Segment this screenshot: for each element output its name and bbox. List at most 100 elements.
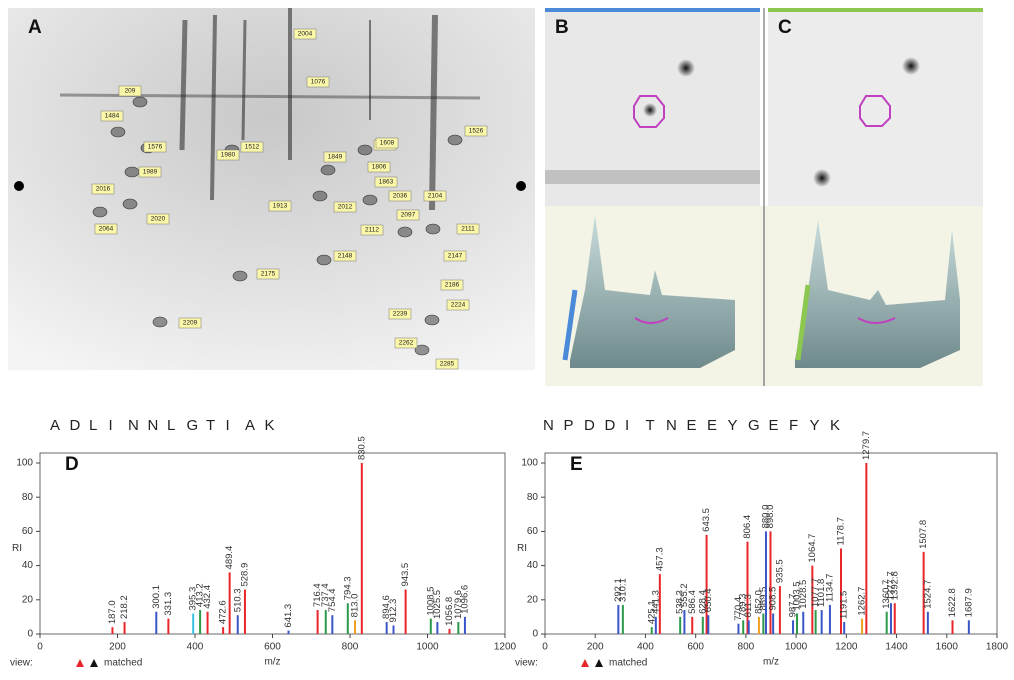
spot (677, 59, 695, 77)
panel-label: C (778, 17, 792, 38)
spot-label-box (91, 183, 115, 195)
peak-label: 1134.7 (824, 574, 835, 602)
spot-label-box (138, 166, 162, 178)
peak-label: 1101.8 (816, 579, 827, 607)
x-tick-label: 0 (542, 642, 548, 653)
spot-label: 1863 (379, 179, 394, 186)
footer-matched: matched (104, 658, 142, 669)
spot-outline (633, 95, 665, 128)
y-axis-label: RI (517, 543, 527, 554)
y-tick-label: 40 (22, 560, 34, 571)
gel-marker (516, 181, 526, 191)
gel-marker (14, 181, 24, 191)
peak-label: 1008.5 (425, 587, 436, 616)
x-tick-label: 1200 (835, 642, 858, 653)
peak-label: 898.0 (765, 505, 776, 529)
spot-label-box (146, 213, 170, 225)
peak-label: 1279.7 (861, 431, 872, 460)
gel-spot (124, 166, 140, 178)
spot-label-box (256, 268, 280, 280)
peak-label: 489.4 (224, 546, 235, 570)
spot-label: 2016 (96, 186, 111, 193)
peak-label: 1056.8 (444, 597, 455, 626)
peak-label: 555.2 (679, 583, 690, 607)
peak-label: 187.0 (107, 600, 118, 624)
spot-label: 2112 (365, 227, 379, 234)
spot-label-box (216, 149, 240, 161)
y-axis-label: RI (12, 543, 22, 554)
sequence-residue: I (226, 417, 230, 434)
y-tick-label: 80 (527, 492, 539, 503)
peak-label: 813.0 (350, 594, 361, 618)
spot-label-box (443, 250, 467, 262)
x-tick-label: 400 (187, 642, 204, 653)
peak-label: 716.4 (312, 583, 323, 607)
spot-label: 2111 (461, 226, 475, 233)
spot-label: 1913 (273, 203, 288, 210)
spot-label-box (178, 317, 202, 329)
spot-label: 1849 (328, 154, 343, 161)
spot (643, 103, 657, 117)
peak-label: 1622.8 (947, 588, 958, 617)
spot-label-box (374, 176, 398, 188)
spot-label-box (94, 223, 118, 235)
peak-label: 1025.5 (432, 590, 443, 619)
legend-triangle (581, 659, 589, 667)
peak-label: 218.2 (119, 595, 130, 619)
gel-spot (414, 344, 430, 356)
peak-label: 806.4 (742, 515, 753, 539)
peak-label: 1064.7 (807, 534, 818, 563)
peak-label: 628.4 (697, 590, 708, 614)
spot-label: 2097 (401, 212, 416, 219)
peak-label: 1687.9 (963, 588, 974, 617)
spot-label: 209 (125, 88, 136, 95)
x-tick-label: 1400 (885, 642, 908, 653)
peak-label: 912.3 (388, 599, 399, 623)
sequence-residue: D (584, 417, 595, 434)
x-axis-label: m/z (264, 657, 280, 668)
gel-spot (132, 96, 148, 108)
peak-label: 586.4 (687, 590, 698, 614)
gel-spot (447, 134, 463, 146)
footer-view: view: (10, 658, 33, 669)
spot-label: 2064 (99, 226, 114, 233)
peak-label: 472.6 (218, 600, 229, 624)
gel-image (8, 8, 535, 370)
spot-label: 2036 (393, 193, 408, 200)
x-tick-label: 800 (738, 642, 755, 653)
sequence-residue: F (789, 417, 798, 434)
spot-label: 1484 (105, 113, 120, 120)
spot (813, 169, 831, 187)
peak-label: 1360.7 (881, 580, 892, 609)
spot-label-box (118, 85, 142, 97)
spot-label-box (367, 161, 391, 173)
peak-label: 1524.7 (922, 580, 933, 609)
peak-label: 770.4 (733, 597, 744, 621)
peak-label: 811.3 (743, 594, 754, 617)
spot-label-box (323, 151, 347, 163)
peak-label: 650.4 (703, 588, 714, 612)
peak-label: 432.4 (202, 585, 213, 609)
spot-label: 2175 (261, 271, 276, 278)
spot-label: 2209 (183, 320, 198, 327)
y-tick-label: 0 (27, 629, 33, 640)
panel-label: D (65, 454, 79, 475)
gel-spot (362, 194, 378, 206)
sequence-residue: E (707, 417, 717, 434)
spot-label-box (375, 137, 399, 149)
axis-edge (562, 289, 578, 361)
peak-label: 830.5 (356, 436, 367, 460)
x-tick-label: 200 (109, 642, 126, 653)
gel-spot (425, 223, 441, 235)
spot-label: 2239 (393, 311, 408, 318)
spot-label: 1608 (380, 140, 395, 147)
title-bar (768, 8, 983, 12)
peak-label: 331.3 (163, 592, 174, 616)
spot-label-box (268, 200, 292, 212)
title-bar (545, 8, 760, 12)
peak-label: 1377.7 (885, 571, 896, 600)
spot-label: 2020 (151, 216, 166, 223)
spot-label-box (456, 223, 480, 235)
